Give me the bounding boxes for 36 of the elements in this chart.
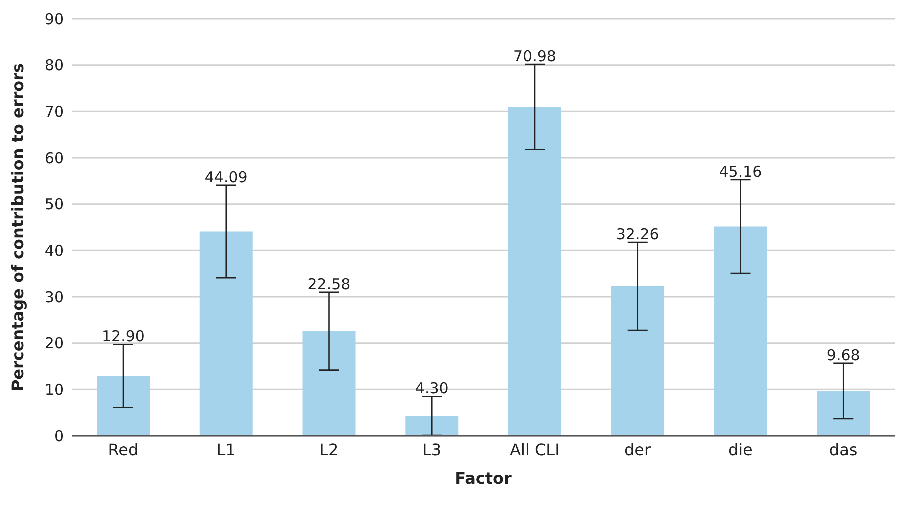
x-axis-title: Factor xyxy=(455,469,512,488)
x-tick-label: L1 xyxy=(216,440,236,460)
x-tick-label: die xyxy=(728,440,753,460)
bar xyxy=(200,232,253,436)
data-label: 44.09 xyxy=(204,168,248,186)
x-tick-label: Red xyxy=(108,440,139,460)
bar xyxy=(406,416,459,436)
y-tick-label: 30 xyxy=(44,288,64,306)
bar xyxy=(817,391,870,436)
y-axis-title: Percentage of contribution to errors xyxy=(8,63,28,392)
x-tick-label: All CLI xyxy=(510,440,560,460)
bar xyxy=(611,286,664,436)
y-tick-label: 50 xyxy=(44,196,64,214)
y-tick-label: 10 xyxy=(44,380,64,399)
y-tick-label: 80 xyxy=(44,56,64,75)
data-label: 9.68 xyxy=(826,346,860,364)
x-tick-label: L3 xyxy=(422,440,442,460)
y-tick-label: 0 xyxy=(54,427,64,446)
bar xyxy=(508,107,562,436)
x-tick-label: der xyxy=(624,440,652,460)
data-label: 32.26 xyxy=(616,226,660,244)
x-tick-label: das xyxy=(829,440,858,460)
bar xyxy=(302,331,356,436)
data-label: 12.90 xyxy=(102,328,145,346)
y-tick-label: 20 xyxy=(44,334,64,353)
y-tick-label: 40 xyxy=(44,242,64,260)
bar xyxy=(97,376,150,436)
y-tick-label: 70 xyxy=(44,102,64,121)
y-tick-label: 90 xyxy=(44,10,64,28)
y-tick-label: 60 xyxy=(44,149,64,168)
data-label: 22.58 xyxy=(308,275,351,294)
data-label: 70.98 xyxy=(514,48,556,66)
x-tick-label: L2 xyxy=(320,440,339,460)
bar xyxy=(714,226,768,436)
data-label: 4.30 xyxy=(415,380,449,398)
data-label: 45.16 xyxy=(719,162,762,181)
